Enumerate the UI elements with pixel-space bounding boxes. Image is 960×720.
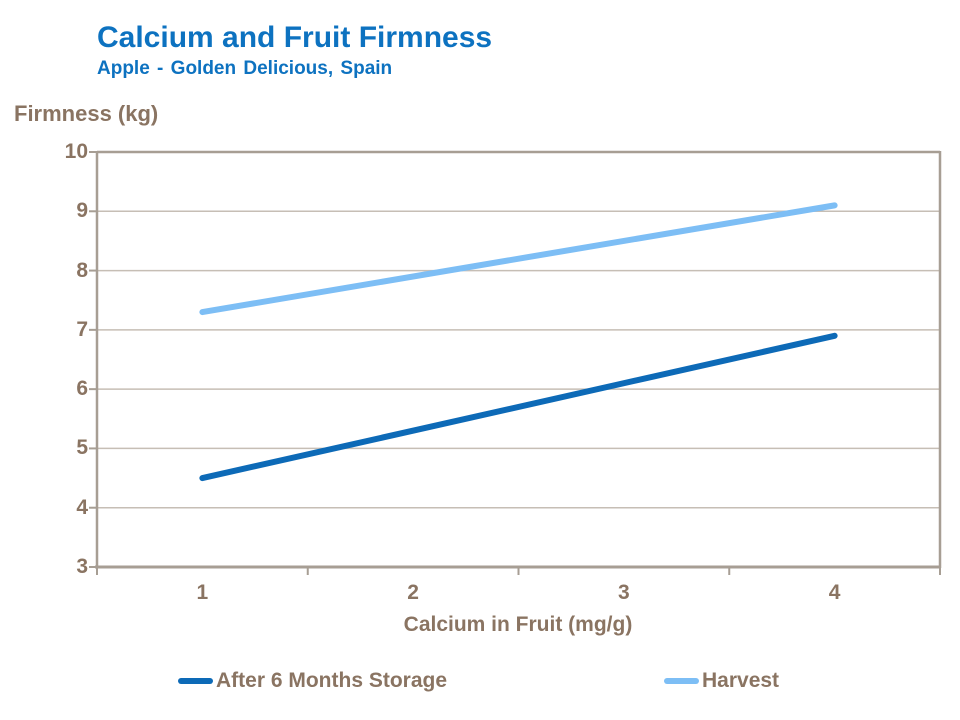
x-tick-label-4: 4 (828, 581, 841, 604)
x-tick-label-2: 2 (407, 581, 419, 604)
chart-subtitle: Apple - Golden Delicious, Spain (97, 58, 393, 79)
y-tick-label-10: 10 (64, 140, 88, 163)
legend-item-after-storage: After 6 Months Storage (178, 668, 447, 694)
y-tick-label-7: 7 (76, 317, 88, 341)
x-axis-title: Calcium in Fruit (mg/g) (403, 613, 633, 636)
y-tick-label-5: 5 (76, 436, 88, 460)
y-axis-title: Firmness (kg) (14, 101, 159, 126)
chart-title: Calcium and Fruit Firmness (97, 21, 493, 54)
x-tick-label-3: 3 (618, 581, 630, 604)
legend-label-harvest: Harvest (702, 669, 780, 692)
y-tick-label-9: 9 (76, 199, 88, 223)
y-tick-label-4: 4 (76, 495, 88, 519)
legend-label-after-storage: After 6 Months Storage (216, 669, 448, 692)
legend-swatch-after-storage (178, 678, 213, 684)
y-tick-label-3: 3 (76, 555, 88, 578)
y-tick-label-8: 8 (76, 258, 88, 282)
x-tick-label-1: 1 (196, 581, 209, 604)
y-tick-label-6: 6 (76, 377, 88, 401)
legend-swatch-harvest (664, 678, 699, 684)
series-line-1 (199, 202, 838, 316)
series-line-0 (199, 332, 838, 482)
legend-item-harvest: Harvest (664, 668, 779, 694)
